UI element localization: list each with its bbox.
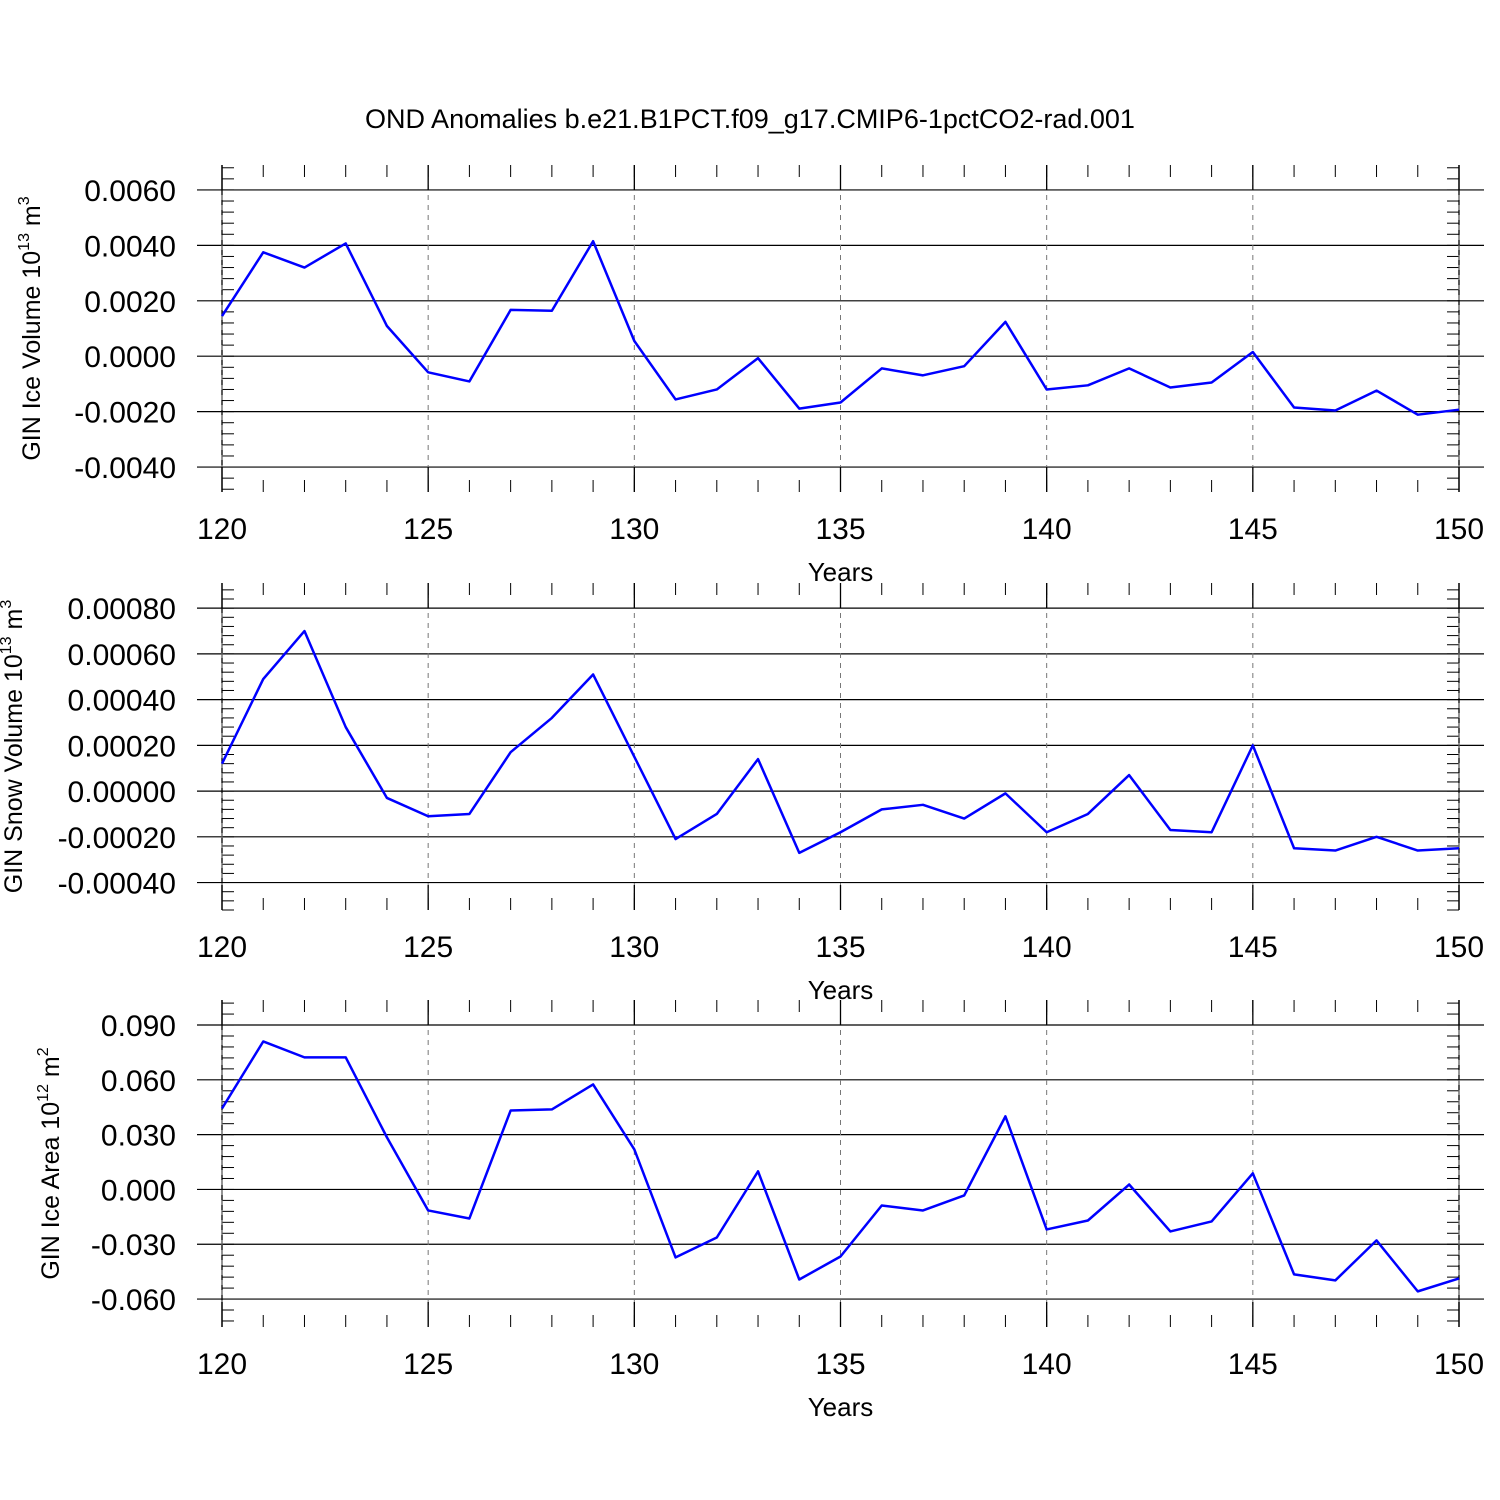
data-line	[220, 629, 1460, 855]
x-tick-label: 120	[197, 1348, 247, 1381]
y-tick-label: -0.060	[91, 1284, 176, 1317]
y-tick-label: 0.0000	[84, 341, 176, 374]
y-tick-label: 0.060	[101, 1065, 176, 1098]
y-tick-label: 0.00080	[68, 593, 176, 626]
x-tick-label: 150	[1434, 931, 1484, 964]
y-label-exp: 12	[35, 1084, 52, 1102]
x-tick-label: 135	[815, 931, 865, 964]
x-tick-label: 125	[403, 513, 453, 546]
y-axis-label: GIN Ice Volume 1013 m3	[16, 196, 46, 460]
y-label-exp: 13	[0, 636, 15, 654]
x-tick-label: 150	[1434, 1348, 1484, 1381]
y-tick-label: 0.00020	[68, 730, 176, 763]
y-tick-label: 0.0020	[84, 286, 176, 319]
x-tick-label: 140	[1022, 513, 1072, 546]
data-line	[220, 1040, 1460, 1293]
y-tick-label: 0.030	[101, 1120, 176, 1153]
y-label-unit-exp: 2	[35, 1047, 52, 1056]
x-tick-label: 125	[403, 931, 453, 964]
x-tick-label: 135	[815, 513, 865, 546]
y-tick-label: -0.030	[91, 1229, 176, 1262]
x-tick-label: 130	[609, 1348, 659, 1381]
y-tick-label: 0.00040	[68, 685, 176, 718]
chart-title: OND Anomalies b.e21.B1PCT.f09_g17.CMIP6-…	[365, 104, 1135, 134]
y-tick-label: 0.090	[101, 1010, 176, 1043]
panel: -0.060 -0.030 0.000 0.030 0.060 0.090 120 125 13…	[35, 1000, 1484, 1422]
x-tick-label: 145	[1228, 513, 1278, 546]
y-axis-label: GIN Ice Area 1012 m2	[35, 1047, 65, 1279]
x-tick-label: 130	[609, 513, 659, 546]
x-tick-label: 130	[609, 931, 659, 964]
x-axis-label: Years	[808, 1392, 874, 1422]
x-tick-label: 145	[1228, 931, 1278, 964]
x-tick-label: 150	[1434, 513, 1484, 546]
y-tick-label: 0.0060	[84, 175, 176, 208]
data-line	[220, 239, 1460, 416]
x-tick-label: 120	[197, 513, 247, 546]
y-label-text: GIN Ice Volume 10	[18, 251, 46, 461]
y-label-unit-exp: 3	[0, 600, 15, 609]
y-label-exp: 13	[16, 233, 33, 251]
x-tick-label: 125	[403, 1348, 453, 1381]
y-tick-label: -0.0020	[74, 397, 176, 430]
x-tick-label: 120	[197, 931, 247, 964]
panel: -0.0040 -0.0020 0.0000 0.0020 0.0040 0.0060 12…	[16, 165, 1484, 587]
y-label-text: GIN Ice Area 10	[37, 1102, 65, 1280]
y-label-unit: m	[0, 609, 28, 637]
y-tick-label: 0.000	[101, 1174, 176, 1207]
y-label-unit: m	[37, 1056, 65, 1084]
panel: -0.00040 -0.00020 0.00000 0.00020 0.00040 0.0…	[0, 583, 1484, 1005]
y-tick-label: 0.00000	[68, 776, 176, 809]
x-tick-label: 140	[1022, 1348, 1072, 1381]
y-label-text: GIN Snow Volume 10	[0, 654, 28, 893]
y-tick-label: -0.0040	[74, 452, 176, 485]
x-tick-label: 145	[1228, 1348, 1278, 1381]
y-label-unit: m	[18, 205, 46, 233]
y-axis-label: GIN Snow Volume 1013 m3	[0, 600, 28, 894]
x-tick-label: 135	[815, 1348, 865, 1381]
x-axis-label: Years	[808, 557, 874, 587]
y-label-unit-exp: 3	[16, 196, 33, 205]
y-tick-label: -0.00040	[58, 868, 176, 901]
y-tick-label: -0.00020	[58, 822, 176, 855]
y-tick-label: 0.0040	[84, 230, 176, 263]
y-tick-label: 0.00060	[68, 639, 176, 672]
x-tick-label: 140	[1022, 931, 1072, 964]
